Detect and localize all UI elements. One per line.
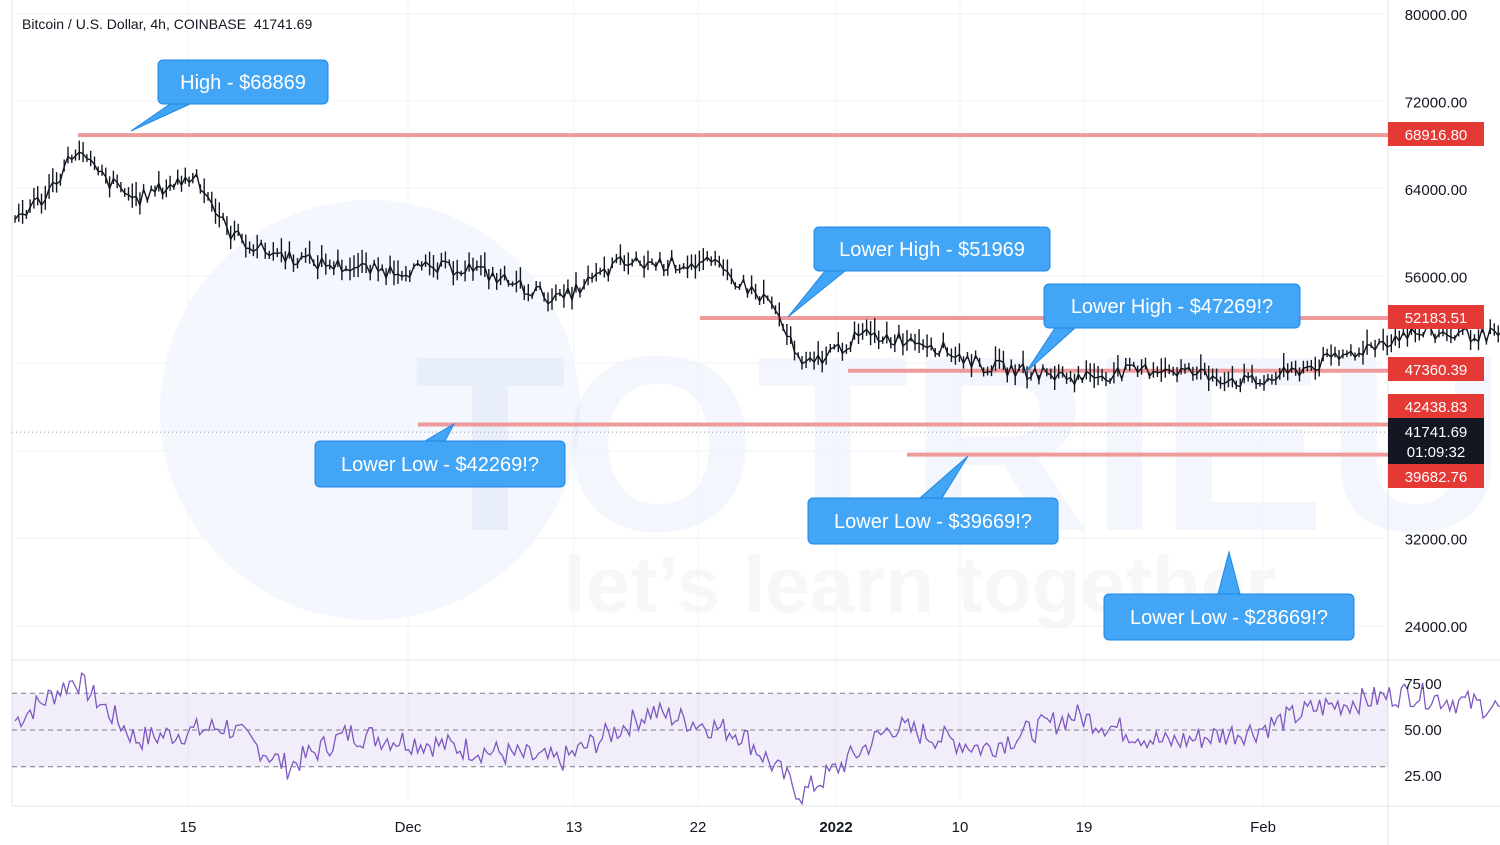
callout-box: [314, 440, 566, 488]
callout-label: Lower High - $47269!?: [1071, 296, 1273, 318]
time-tick-label: 15: [180, 819, 197, 836]
time-tick-label: 13: [566, 819, 583, 836]
oscillator-pane: [12, 672, 1500, 806]
callout-box: [813, 226, 1051, 272]
time-tick-label: Dec: [395, 819, 422, 836]
callout-label: Lower High - $51969: [839, 239, 1025, 261]
price-tick-label: 72000.00: [1405, 94, 1468, 111]
callout-label: Lower Low - $42269!?: [341, 454, 539, 476]
annotations: High - $68869 Lower High - $51969 Lower Hi…: [130, 59, 1355, 641]
level-label-box: [1388, 122, 1484, 146]
callout-tail: [130, 103, 191, 132]
time-tick-label: 2022: [819, 819, 852, 836]
level-label: 42438.83: [1405, 399, 1468, 416]
oscillator-tick-label: 75.00: [1404, 676, 1442, 693]
oscillator-line: [14, 672, 1500, 806]
time-tick-label: 19: [1076, 819, 1093, 836]
current-price-label: 41741.69: [1405, 424, 1468, 441]
level-label: 39682.76: [1405, 469, 1468, 486]
level-label-box: [1388, 464, 1484, 488]
callout-box: [157, 59, 329, 105]
callout-box: [1103, 593, 1355, 641]
oscillator-tick-label: 25.00: [1404, 768, 1442, 785]
time-tick-label: Feb: [1250, 819, 1276, 836]
countdown-label: 01:09:32: [1407, 444, 1465, 461]
level-label-box: [1388, 305, 1484, 329]
level-label-box: [1388, 394, 1484, 418]
support-resistance-levels: [78, 133, 1388, 457]
oscillator-levels: [12, 692, 1388, 768]
time-tick-label: 10: [952, 819, 969, 836]
candles: [14, 140, 1499, 393]
price-scale[interactable]: 80000.00 72000.00 64000.00 56000.00 32000.00…: [1388, 7, 1484, 785]
chart-title: Bitcoin / U.S. Dollar, 4h, COINBASE 4174…: [22, 16, 313, 32]
callout-box: [1043, 283, 1301, 329]
watermark-logo-circle: [160, 200, 580, 620]
watermark: TOTRIEU let’s learn together: [160, 200, 1500, 629]
level-label: 52183.51: [1405, 310, 1468, 327]
level-label: 47360.39: [1405, 362, 1468, 379]
level-label-box: [1388, 357, 1484, 381]
time-scale[interactable]: 15 Dec 13 22 2022 10 19 Feb: [180, 819, 1276, 836]
price-tick-label: 32000.00: [1405, 532, 1468, 549]
oscillator-tick-label: 50.00: [1404, 722, 1442, 739]
current-price-box: [1388, 418, 1484, 464]
price-tick-label: 64000.00: [1405, 182, 1468, 199]
callout-label: High - $68869: [180, 72, 306, 94]
callout-label: Lower Low - $28669!?: [1130, 607, 1328, 629]
callout-box: [807, 497, 1059, 545]
level-label: 68916.80: [1405, 127, 1468, 144]
price-tick-label: 80000.00: [1405, 7, 1468, 24]
time-tick-label: 22: [690, 819, 707, 836]
price-tick-label: 24000.00: [1405, 619, 1468, 636]
price-tick-label: 56000.00: [1405, 269, 1468, 286]
callout-label: Lower Low - $39669!?: [834, 511, 1032, 533]
